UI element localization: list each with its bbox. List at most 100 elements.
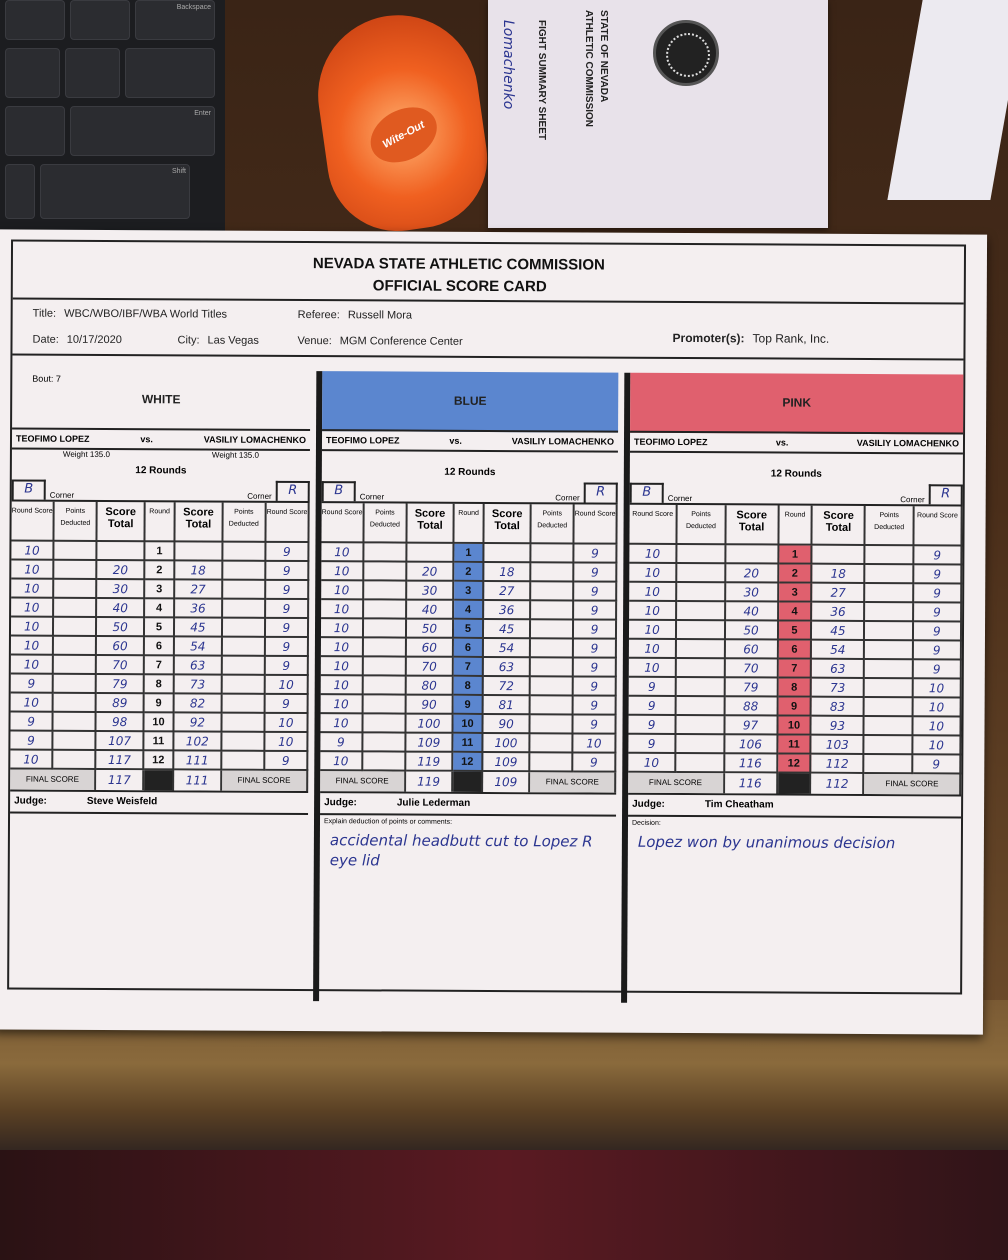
round-number: 10 — [144, 713, 175, 733]
right-points-deducted — [865, 659, 914, 680]
judge-label: Judge: — [632, 798, 665, 810]
left-points-deducted — [363, 695, 407, 715]
left-points-deducted — [676, 677, 726, 698]
right-score-total: 63 — [812, 659, 866, 679]
left-points-deducted — [53, 712, 97, 732]
final-score-left: 117 — [96, 769, 145, 791]
left-score-total: 100 — [406, 714, 454, 734]
right-points-deducted — [531, 620, 575, 640]
column-header: Points Deducted — [865, 505, 915, 547]
left-score-total: 109 — [406, 733, 454, 753]
left-score-total: 70 — [97, 655, 145, 676]
promoter-field: Promoter(s): Top Rank, Inc. — [672, 330, 830, 346]
left-score-total: 20 — [725, 564, 779, 584]
left-score-total: 79 — [725, 678, 779, 698]
right-score-total: 103 — [811, 735, 865, 755]
column-header: Score Total — [725, 505, 780, 546]
round-number: 5 — [453, 619, 485, 639]
right-points-deducted — [222, 675, 266, 695]
left-points-deducted — [363, 619, 407, 639]
round-number: 9 — [144, 694, 175, 714]
right-score-total: 73 — [174, 675, 223, 695]
right-round-score: 9 — [913, 641, 962, 661]
envelope-line2: ATHLETIC COMMISSION — [583, 10, 594, 128]
column-header: Round Score — [629, 504, 678, 545]
round-number: 9 — [453, 695, 484, 715]
left-points-deducted — [677, 658, 726, 679]
round-number: 3 — [778, 583, 813, 603]
right-points-deducted — [222, 580, 267, 600]
round-number: 1 — [145, 542, 176, 562]
right-score-total — [484, 543, 532, 564]
left-points-deducted — [677, 544, 726, 565]
left-score-total: 116 — [724, 754, 778, 774]
final-score-label: FINAL SCORE — [221, 770, 309, 792]
left-points-deducted — [363, 714, 407, 734]
rounds-label: 12 Rounds — [135, 465, 187, 477]
column-header: Points Deducted — [677, 504, 727, 546]
round-number: 1 — [778, 545, 813, 565]
left-round-score: 10 — [320, 638, 364, 658]
left-points-deducted — [363, 600, 407, 620]
right-points-deducted — [530, 677, 574, 697]
right-points-deducted — [864, 735, 914, 756]
right-round-score: 9 — [265, 580, 310, 601]
vs-label: vs. — [775, 437, 789, 448]
right-points-deducted — [865, 583, 914, 604]
left-score-total: 20 — [407, 562, 455, 582]
right-points-deducted — [865, 678, 914, 699]
right-points-deducted — [222, 542, 267, 562]
right-score-total: 63 — [483, 657, 532, 678]
left-round-score: 10 — [320, 619, 364, 639]
final-score-right: 112 — [811, 773, 865, 794]
right-round-score: 9 — [574, 563, 618, 583]
right-points-deducted — [531, 639, 575, 659]
right-score-total — [812, 545, 866, 565]
final-score-label: FINAL SCORE — [320, 771, 407, 792]
column-header: Round — [454, 503, 485, 544]
left-round-score: 10 — [320, 676, 364, 696]
left-points-deducted — [364, 562, 408, 582]
left-score-total: 117 — [96, 750, 145, 771]
left-round-score: 10 — [10, 636, 55, 656]
judge-panel-white: WHITE TEOFIMO LOPEZ vs. VASILIY LOMACHENKO W… — [9, 369, 311, 1001]
right-round-score: 9 — [266, 561, 310, 582]
final-score-right: 109 — [483, 771, 531, 793]
column-header: Score Total — [97, 501, 146, 543]
fighter-names: TEOFIMO LOPEZ vs. VASILIY LOMACHENKO — [629, 432, 964, 455]
left-points-deducted — [363, 752, 407, 772]
left-score-total: 107 — [96, 731, 145, 752]
right-score-total: 27 — [484, 581, 532, 602]
comment-text: accidental headbutt cut to Lopez R eye l… — [329, 831, 593, 870]
rounds-label: 12 Rounds — [444, 466, 496, 479]
corner-row: B Corner Corner R — [629, 482, 963, 505]
right-round-score: 9 — [265, 694, 309, 715]
right-round-score: 9 — [573, 639, 617, 659]
round-number: 3 — [454, 581, 485, 601]
corner-right: Corner R — [247, 480, 310, 502]
round-number: 4 — [144, 599, 176, 619]
right-points-deducted — [530, 715, 574, 735]
judge-row: Judge: Julie Lederman — [320, 791, 617, 817]
final-score-right: 111 — [174, 770, 222, 791]
right-score-total: 54 — [483, 638, 532, 659]
round-number: 10 — [778, 716, 812, 736]
left-points-deducted — [677, 639, 726, 660]
fighter-left-name: TEOFIMO LOPEZ — [633, 436, 708, 448]
right-points-deducted — [530, 658, 574, 678]
right-points-deducted — [530, 753, 574, 773]
left-round-score: 10 — [321, 562, 365, 582]
weight-left: Weight 135.0 — [62, 449, 110, 460]
right-round-score: 9 — [265, 637, 309, 658]
fighter-left-name: TEOFIMO LOPEZ — [15, 433, 90, 444]
left-score-total: 79 — [97, 674, 145, 695]
date-field: Date: 10/17/2020 — [32, 333, 122, 347]
left-round-score: 10 — [320, 714, 364, 734]
corner-row: B Corner Corner R — [11, 479, 310, 502]
column-header: Score Total — [407, 503, 455, 544]
round-number: 12 — [453, 752, 484, 772]
round-number: 3 — [145, 580, 176, 600]
right-round-score: 9 — [574, 582, 618, 602]
judge-name: Tim Cheatham — [704, 799, 774, 811]
corner-left-value: B — [629, 482, 664, 503]
